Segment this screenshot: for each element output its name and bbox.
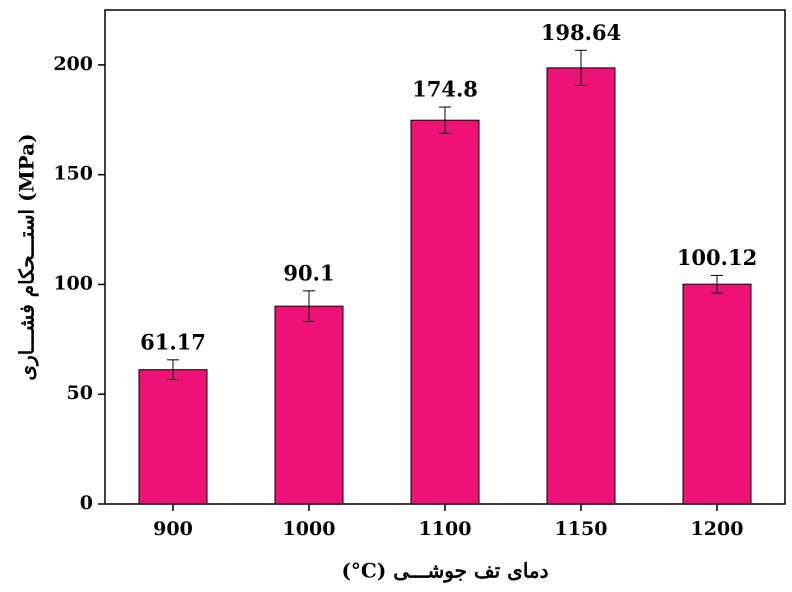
y-tick-label: 0 [80,492,93,514]
x-tick-label: 1100 [419,518,472,540]
x-tick-label: 1150 [555,518,608,540]
y-tick-label: 150 [53,163,93,185]
bar [274,305,344,505]
value-label: 100.12 [677,245,757,270]
y-tick-label: 50 [67,382,93,404]
bar [410,119,480,505]
y-axis-label: استـــحکام فشـــاری (MPa) [15,133,40,380]
value-label: 174.8 [412,77,478,102]
bar [138,369,208,505]
y-tick-label: 100 [53,272,93,294]
y-tick-label: 200 [53,53,93,75]
x-tick-label: 1200 [691,518,744,540]
value-label: 61.17 [140,329,206,354]
x-tick-label: 1000 [283,518,336,540]
bar [546,67,616,505]
x-axis-label: (°C) دمای تف جوشـــی [341,559,548,584]
bar [682,283,752,505]
x-tick-label: 900 [153,518,193,540]
value-label: 90.1 [283,260,334,285]
value-label: 198.64 [541,20,621,45]
